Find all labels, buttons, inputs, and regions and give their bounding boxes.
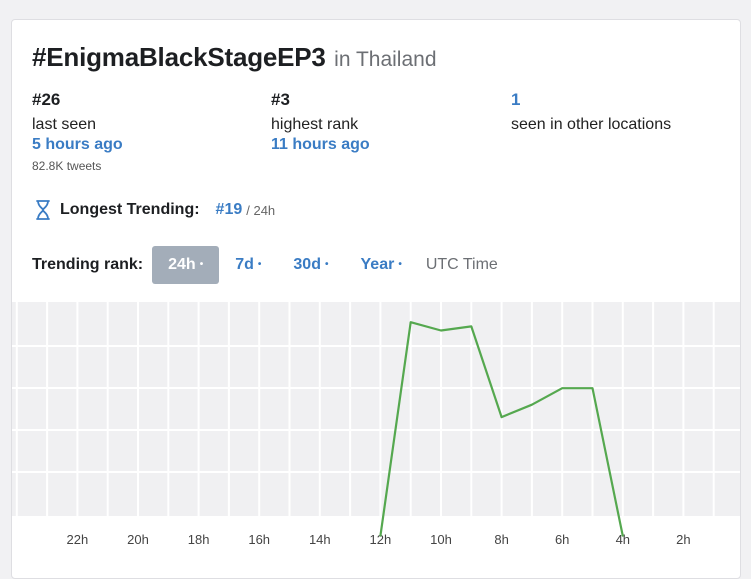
- x-tick-label: 6h: [555, 532, 569, 547]
- last-seen-rank: #26: [32, 90, 61, 109]
- range-7d-button[interactable]: 7d •: [219, 246, 277, 284]
- trending-rank-chart: 22h 20h 18h 16h 14h 12h 10h 8h 6h 4h 2h: [12, 302, 740, 562]
- rank-data-point: [379, 535, 382, 537]
- other-locations-count-link[interactable]: 1: [511, 90, 521, 109]
- rank-data-point: [622, 535, 624, 537]
- x-tick-label: 10h: [430, 532, 452, 547]
- highest-rank-label: highest rank: [271, 116, 359, 133]
- rank-data-point: [440, 329, 442, 332]
- rank-data-point: [470, 325, 473, 328]
- last-seen-label: last seen: [32, 116, 97, 133]
- range-30d-button[interactable]: 30d •: [277, 246, 344, 284]
- stat-highest-rank: #3 highest rank 11 hours ago: [271, 90, 370, 154]
- highest-rank-time-link[interactable]: 11 hours ago: [271, 136, 370, 153]
- range-24h-dot: •: [199, 259, 204, 270]
- longest-trending-rank-link[interactable]: #19: [215, 201, 243, 218]
- range-7d-dot: •: [257, 259, 262, 270]
- x-tick-label: 12h: [370, 532, 392, 547]
- rank-data-point: [531, 403, 533, 406]
- chart-svg: 22h 20h 18h 16h 14h 12h 10h 8h 6h 4h 2h: [12, 302, 740, 547]
- trending-rank-label: Trending rank:: [32, 256, 144, 273]
- other-locations-label: seen in other locations: [511, 116, 672, 133]
- rank-data-point: [561, 387, 563, 390]
- rank-data-point: [409, 321, 412, 324]
- utc-time-label: UTC Time: [425, 256, 498, 273]
- x-tick-label: 20h: [127, 532, 149, 547]
- stat-other-locations: 1 seen in other locations: [511, 90, 671, 134]
- rank-data-point: [591, 387, 594, 390]
- trend-card: #EnigmaBlackStageEP3 in Thailand #26 las…: [11, 19, 741, 579]
- range-7d-label: 7d: [235, 256, 254, 273]
- range-30d-label: 30d: [293, 256, 321, 273]
- longest-trending-label: Longest Trending:: [60, 201, 200, 218]
- x-tick-label: 22h: [67, 532, 89, 547]
- stat-last-seen: #26 last seen 5 hours ago 82.8K tweets: [32, 90, 123, 173]
- longest-trending-window: / 24h: [246, 202, 276, 218]
- x-tick-label: 2h: [676, 532, 690, 547]
- range-year-dot: •: [398, 259, 402, 270]
- trending-rank-controls: Trending rank: 24h • 7d • 30d • Year • UTC T…: [32, 246, 498, 284]
- x-tick-label: 16h: [248, 532, 270, 547]
- range-24h-label: 24h: [168, 256, 196, 273]
- hashtag-title: #EnigmaBlackStageEP3: [32, 42, 326, 72]
- x-tick-label: 14h: [309, 532, 331, 547]
- tweet-count: 82.8K tweets: [32, 159, 102, 173]
- highest-rank-value: #3: [271, 90, 290, 109]
- x-tick-label: 18h: [188, 532, 210, 547]
- x-tick-label: 8h: [494, 532, 508, 547]
- range-24h-button[interactable]: 24h •: [152, 246, 220, 284]
- range-year-label: Year: [360, 256, 395, 273]
- title-row: #EnigmaBlackStageEP3 in Thailand: [32, 42, 437, 73]
- hourglass-icon: [36, 200, 50, 220]
- range-year-button[interactable]: Year •: [345, 246, 418, 284]
- rank-data-point: [500, 416, 503, 418]
- range-30d-dot: •: [324, 259, 329, 270]
- x-tick-label: 4h: [616, 532, 630, 547]
- chart-plot-area: [12, 302, 740, 516]
- last-seen-time-link[interactable]: 5 hours ago: [32, 136, 123, 153]
- location-label: in Thailand: [334, 48, 437, 71]
- longest-trending: Longest Trending: #19 / 24h: [36, 200, 275, 220]
